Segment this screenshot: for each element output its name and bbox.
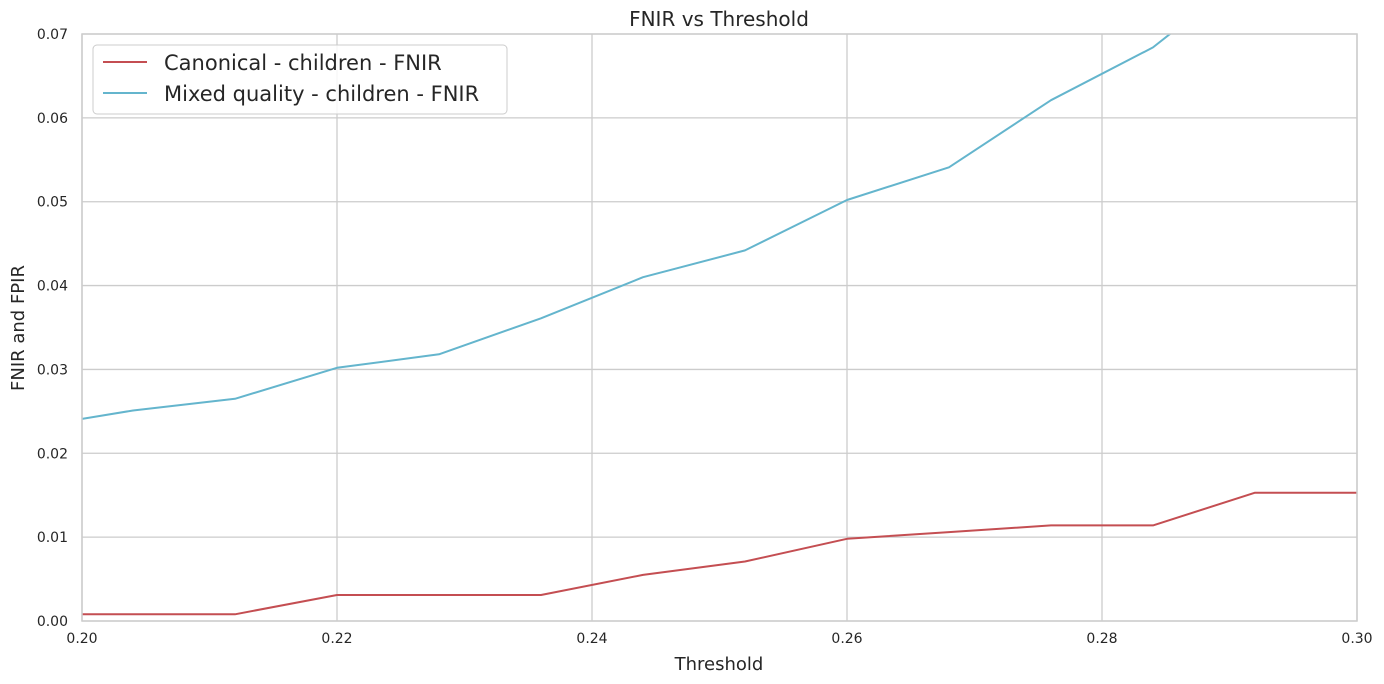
plot-background — [82, 34, 1357, 621]
y-tick-label: 0.07 — [37, 27, 68, 43]
x-tick-label: 0.30 — [1341, 631, 1372, 647]
x-tick-label: 0.28 — [1086, 631, 1117, 647]
series-line-0 — [82, 491, 1357, 616]
x-tick-label: 0.26 — [831, 631, 862, 647]
y-tick-labels: 0.00 0.01 0.02 0.03 0.04 0.05 0.06 0.07 — [37, 27, 68, 630]
legend: Canonical - children - FNIR Mixed qualit… — [92, 44, 508, 115]
legend-label-mixed: Mixed quality - children - FNIR — [164, 82, 479, 106]
legend-label-canonical: Canonical - children - FNIR — [164, 51, 442, 75]
y-axis-title: FNIR and FPIR — [8, 265, 29, 391]
series-line-1 — [82, 34, 1172, 420]
y-tick-label: 0.00 — [37, 614, 68, 630]
y-tick-label: 0.01 — [37, 530, 68, 546]
series-lines — [82, 34, 1357, 616]
x-tick-label: 0.24 — [576, 631, 607, 647]
x-tick-label: 0.20 — [66, 631, 97, 647]
legend-box — [92, 44, 508, 115]
x-tick-labels: 0.20 0.22 0.24 0.26 0.28 0.30 — [66, 631, 1372, 647]
y-tick-label: 0.04 — [37, 279, 68, 295]
y-tick-label: 0.03 — [37, 362, 68, 378]
y-tick-label: 0.02 — [37, 446, 68, 462]
x-tick-label: 0.22 — [321, 631, 352, 647]
x-axis-title: Threshold — [674, 654, 764, 675]
chart-title: FNIR vs Threshold — [629, 7, 809, 31]
plot-frame — [81, 33, 1358, 622]
y-tick-label: 0.06 — [37, 111, 68, 127]
y-tick-label: 0.05 — [37, 195, 68, 211]
